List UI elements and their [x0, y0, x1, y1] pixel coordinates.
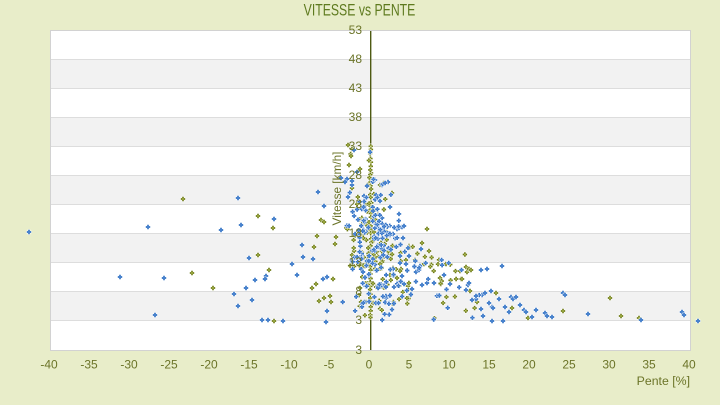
svg-text:VITESSE vs PENTE: VITESSE vs PENTE — [304, 2, 416, 20]
svg-text:33: 33 — [349, 139, 363, 153]
svg-text:-40: -40 — [40, 358, 58, 372]
svg-text:43: 43 — [349, 81, 363, 95]
svg-text:38: 38 — [349, 110, 363, 124]
svg-text:-30: -30 — [120, 358, 138, 372]
svg-text:3: 3 — [355, 343, 362, 357]
svg-text:35: 35 — [642, 358, 656, 372]
svg-text:-20: -20 — [200, 358, 218, 372]
svg-text:23: 23 — [349, 197, 363, 211]
svg-text:Pente [%]: Pente [%] — [637, 374, 690, 388]
svg-text:8: 8 — [355, 284, 362, 298]
svg-text:28: 28 — [349, 168, 363, 182]
svg-text:53: 53 — [349, 23, 363, 37]
svg-text:-15: -15 — [240, 358, 258, 372]
svg-text:18: 18 — [349, 226, 363, 240]
svg-text:13: 13 — [349, 255, 363, 269]
svg-text:20: 20 — [522, 358, 536, 372]
svg-text:-10: -10 — [280, 358, 298, 372]
svg-text:10: 10 — [442, 358, 456, 372]
svg-text:Vitesse [km/h]: Vitesse [km/h] — [330, 152, 344, 226]
svg-text:40: 40 — [682, 358, 696, 372]
svg-text:-25: -25 — [160, 358, 178, 372]
svg-text:15: 15 — [482, 358, 496, 372]
svg-text:25: 25 — [562, 358, 576, 372]
svg-text:5: 5 — [406, 358, 413, 372]
svg-text:0: 0 — [366, 358, 373, 372]
svg-text:3: 3 — [355, 313, 362, 327]
svg-text:48: 48 — [349, 52, 363, 66]
svg-text:-35: -35 — [80, 358, 98, 372]
svg-text:-5: -5 — [324, 358, 335, 372]
svg-text:30: 30 — [602, 358, 616, 372]
